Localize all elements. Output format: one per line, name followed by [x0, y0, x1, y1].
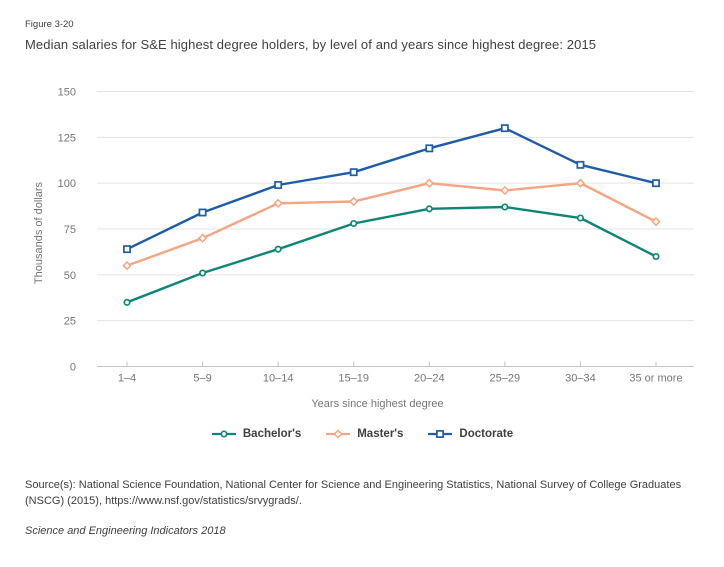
- data-point-diamond: [349, 196, 359, 207]
- data-point-circle: [123, 298, 131, 306]
- data-point-diamond: [424, 178, 434, 188]
- y-tick-label: 50: [64, 270, 76, 282]
- x-tick-label: 1–4: [118, 373, 136, 385]
- chart-title: Median salaries for S&E highest degree h…: [25, 37, 597, 52]
- legend-label: Master's: [357, 428, 404, 440]
- legend-label: Doctorate: [459, 428, 514, 440]
- data-point-diamond: [273, 198, 283, 208]
- y-tick-label: 150: [58, 87, 76, 99]
- data-point-diamond: [575, 178, 586, 188]
- series-line-master-s: [125, 181, 658, 267]
- y-tick-label: 125: [58, 132, 76, 144]
- y-axis-title: Thousands of dollars: [33, 181, 45, 284]
- data-point-circle: [576, 214, 584, 222]
- data-point-diamond: [197, 233, 208, 243]
- x-tick-label: 5–9: [193, 373, 211, 385]
- data-point-square: [274, 181, 283, 189]
- data-point-diamond: [651, 217, 661, 227]
- y-tick-label: 0: [70, 362, 76, 374]
- data-point-circle: [652, 252, 660, 261]
- figure-number: Figure 3-20: [25, 19, 74, 30]
- y-tick-label: 25: [64, 316, 76, 328]
- legend-label: Bachelor's: [242, 428, 302, 440]
- data-point-diamond: [500, 185, 510, 196]
- data-point-circle: [199, 269, 207, 277]
- data-point-circle: [350, 219, 358, 228]
- x-tick-label: 35 or more: [629, 373, 682, 385]
- x-tick-label: 10–14: [263, 373, 294, 385]
- data-point-circle: [501, 203, 509, 211]
- data-point-diamond: [333, 429, 343, 439]
- x-tick-label: 30–34: [565, 373, 596, 385]
- y-tick-label: 100: [58, 178, 76, 190]
- data-point-square: [500, 124, 509, 133]
- legend-item-doctorate: Doctorate: [427, 428, 513, 440]
- legend-marker-diamond-icon: [326, 429, 351, 439]
- data-point-square: [425, 144, 434, 153]
- data-point-circle: [274, 245, 282, 253]
- data-point-square: [436, 430, 445, 438]
- legend-marker-square-icon: [428, 430, 453, 438]
- data-point-circle: [220, 430, 228, 438]
- data-point-diamond: [122, 261, 132, 271]
- source-text: Source(s): National Science Foundation, …: [25, 479, 682, 507]
- legend-marker-circle-icon: [211, 430, 236, 438]
- data-point-square: [576, 160, 585, 169]
- data-point-square: [123, 245, 131, 254]
- y-tick-label: 75: [64, 224, 76, 236]
- chart-legend: Bachelor's Master's Doctorate: [0, 428, 724, 440]
- chart-svg: 0 25 50 75 100 125 150 1–4 5–9 10–14 15–19 20–24 25–…: [33, 87, 694, 385]
- x-tick-label: 15–19: [338, 373, 369, 385]
- legend-item-bachelor-s: Bachelor's: [211, 428, 301, 440]
- footer-text: Science and Engineering Indicators 2018: [25, 525, 226, 537]
- data-point-square: [349, 168, 358, 177]
- x-tick-label: 20–24: [414, 373, 445, 385]
- data-point-square: [652, 179, 660, 188]
- legend-item-master-s: Master's: [325, 428, 403, 440]
- data-point-square: [198, 208, 207, 217]
- x-axis-title: Years since highest degree: [311, 398, 444, 410]
- x-tick-label: 25–29: [490, 373, 521, 385]
- series-line-bachelor-s: [125, 205, 658, 304]
- data-point-circle: [425, 205, 433, 213]
- series-line-doctorate: [125, 126, 658, 251]
